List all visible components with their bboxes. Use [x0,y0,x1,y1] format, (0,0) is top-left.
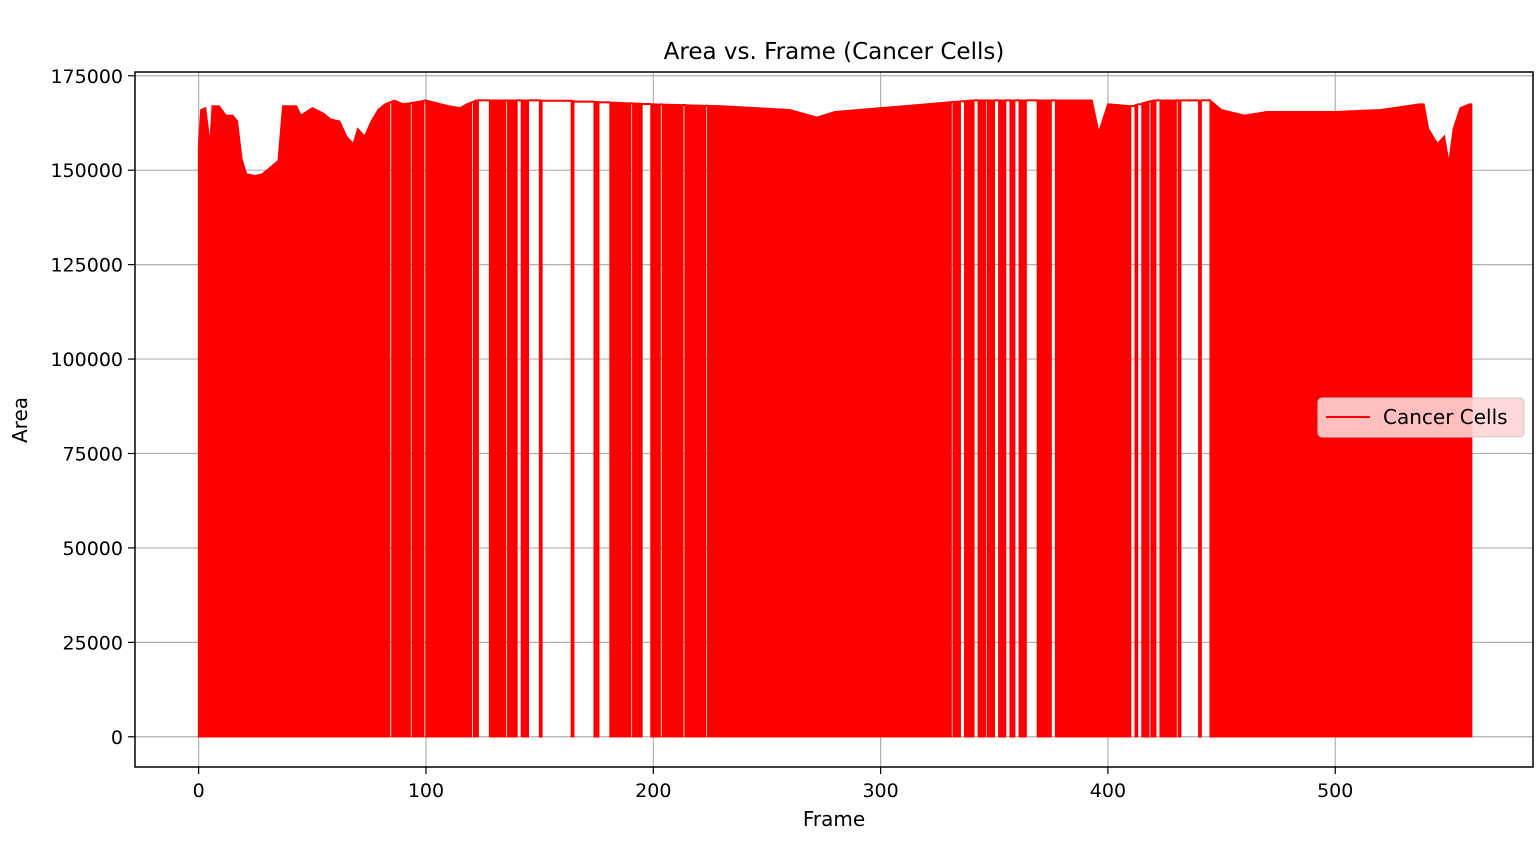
series-fill-segment [570,99,575,738]
x-tick-label: 100 [408,780,444,802]
series-fill-segment [1134,103,1139,738]
series-fill-segment [1036,99,1052,738]
series-fill-segment [538,99,543,738]
series-fill-segment [977,99,986,738]
x-axis-label: Frame [803,807,865,831]
legend: Cancer Cells [1317,397,1525,438]
y-tick-label: 125000 [50,255,123,277]
y-tick-label: 150000 [50,160,123,182]
y-tick-label: 0 [111,727,123,749]
x-tick-label: 0 [193,780,205,802]
series-fill-segment [507,99,518,738]
y-tick-label: 50000 [63,538,123,560]
series-fill-segment [411,99,425,738]
series-fill-segment [650,103,661,738]
series-fill-segment [1198,99,1202,738]
y-tick-label: 75000 [63,443,123,465]
series-fill-segment [1009,99,1016,738]
series-fill-segment [1159,99,1177,738]
axes: 0 100 200 300 400 500 0 25000 50000 75000 100000 12… [50,66,1534,802]
series-fill-segment [593,100,600,738]
legend-label-cancer-cells: Cancer Cells [1383,405,1508,429]
chart-title: Area vs. Frame (Cancer Cells) [664,39,1005,65]
y-axis-label: Area [8,397,32,443]
series-fill-segment [1054,99,1132,738]
series-fill-segment [520,99,530,738]
series-fill-segment [1177,99,1182,738]
series-fill-segment [488,99,507,738]
series-cancer-cells-area [197,98,1473,738]
y-tick-label: 175000 [50,66,123,88]
series-fill-segment [1018,99,1027,738]
series-fill-segment [1150,99,1157,738]
series-fill-segment [609,101,632,738]
series-fill-segment [986,99,996,738]
series-fill-segment [998,99,1007,738]
series-fill-segment [963,99,975,738]
x-tick-label: 400 [1090,780,1126,802]
series-fill-segment [197,101,391,738]
plot-frame [134,71,1534,768]
y-tick-label: 100000 [50,349,123,371]
series-fill-segment [707,101,952,738]
x-tick-label: 500 [1317,780,1353,802]
x-tick-label: 300 [862,780,898,802]
series-fill-segment [632,102,643,738]
series-fill-segment [425,99,473,738]
legend-box [1317,397,1525,438]
x-tick-label: 200 [635,780,671,802]
series-fill-segment [1141,100,1150,738]
series-fill-segment [952,100,961,738]
series-fill-segment [661,103,684,738]
y-tick-label: 25000 [63,632,123,654]
series-fill-segment [472,99,479,738]
series-fill-segment [684,104,707,738]
series-fill-segment [391,99,411,738]
